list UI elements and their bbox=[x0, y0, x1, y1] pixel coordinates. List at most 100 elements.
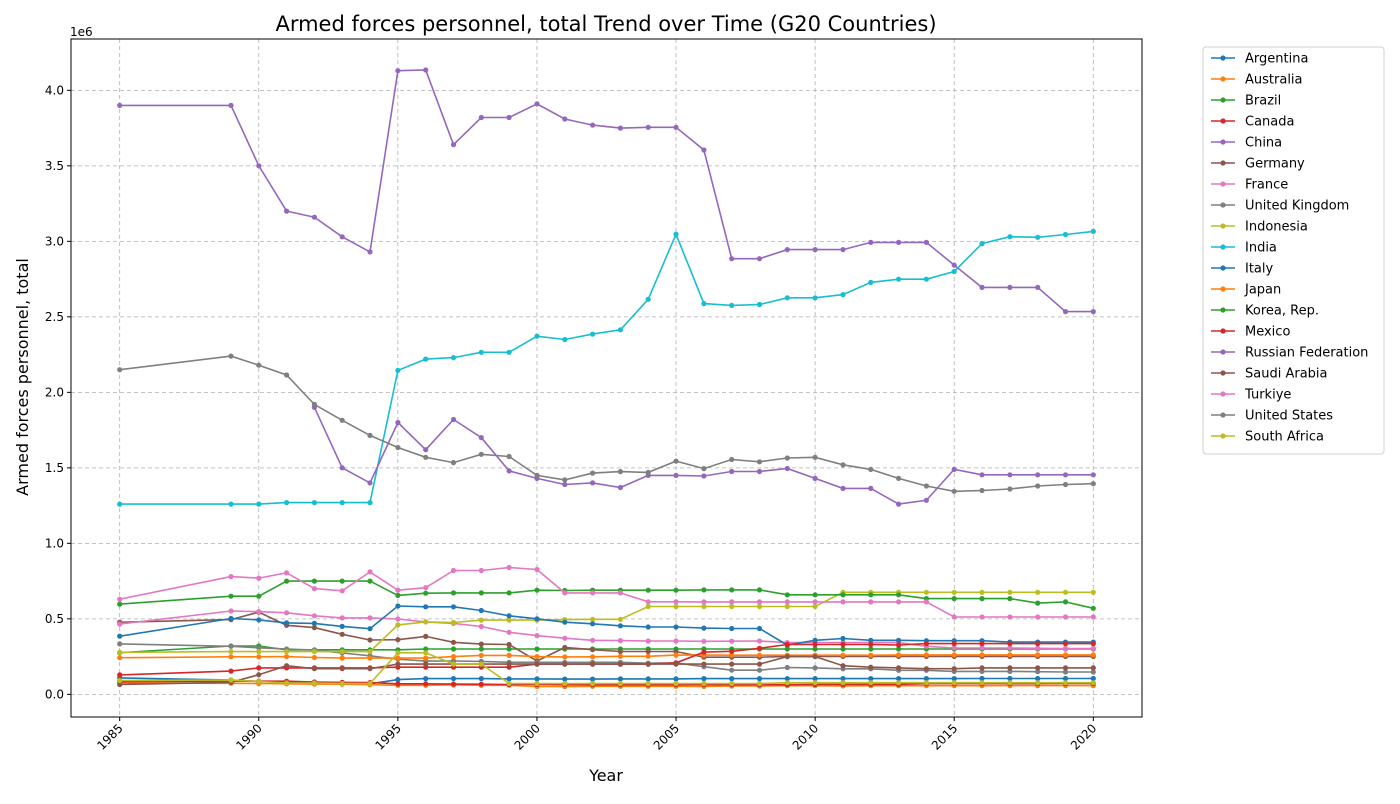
data-point bbox=[812, 680, 818, 686]
legend-swatch-marker bbox=[1220, 97, 1226, 103]
data-point bbox=[1090, 481, 1096, 487]
data-point bbox=[840, 641, 846, 648]
data-point bbox=[256, 654, 262, 660]
data-point bbox=[395, 622, 401, 628]
data-point bbox=[423, 646, 429, 652]
data-point bbox=[506, 613, 512, 619]
data-point bbox=[896, 642, 902, 648]
data-point bbox=[701, 599, 707, 605]
legend-label: Russian Federation bbox=[1245, 346, 1368, 361]
legend: Argentina Australia Brazil Canada China Germa… bbox=[1202, 46, 1385, 455]
legend-label: Saudi Arabia bbox=[1245, 367, 1328, 382]
data-point bbox=[701, 603, 707, 610]
data-point bbox=[756, 625, 763, 632]
data-point bbox=[617, 661, 624, 667]
data-point bbox=[506, 468, 512, 474]
legend-swatch-marker bbox=[1220, 370, 1226, 376]
data-point bbox=[784, 641, 790, 648]
data-point bbox=[478, 451, 484, 457]
data-point bbox=[534, 676, 540, 682]
data-point bbox=[423, 676, 429, 682]
data-point bbox=[812, 454, 818, 460]
data-point bbox=[395, 587, 401, 593]
data-point bbox=[756, 599, 763, 605]
data-point bbox=[868, 239, 874, 245]
data-point bbox=[395, 655, 401, 661]
legend-swatch-marker bbox=[1220, 118, 1226, 124]
data-point bbox=[117, 102, 123, 108]
data-point bbox=[673, 231, 679, 237]
legend-label: Mexico bbox=[1245, 325, 1290, 340]
data-point bbox=[506, 590, 512, 596]
data-point bbox=[117, 621, 123, 627]
data-point bbox=[784, 455, 790, 461]
data-point bbox=[450, 604, 457, 610]
legend-swatch-marker bbox=[1220, 181, 1226, 187]
data-point bbox=[367, 615, 373, 621]
data-point bbox=[923, 589, 930, 595]
data-point bbox=[450, 590, 457, 596]
data-point bbox=[1062, 599, 1069, 605]
data-point bbox=[1090, 472, 1096, 478]
legend-item: Argentina bbox=[1211, 52, 1308, 67]
legend-item: Mexico bbox=[1211, 325, 1290, 340]
data-point bbox=[951, 614, 957, 620]
legend-label: Japan bbox=[1244, 283, 1281, 298]
data-point bbox=[450, 676, 457, 682]
data-point bbox=[784, 465, 790, 472]
data-point bbox=[1090, 646, 1096, 652]
legend-item: Japan bbox=[1211, 283, 1281, 298]
data-point bbox=[923, 599, 930, 605]
data-point bbox=[1090, 675, 1096, 682]
legend-swatch-marker bbox=[1220, 160, 1226, 166]
data-point bbox=[1035, 589, 1041, 595]
data-point bbox=[1035, 614, 1041, 620]
data-point bbox=[701, 625, 707, 631]
data-point bbox=[701, 587, 707, 593]
data-point bbox=[562, 644, 568, 651]
data-point bbox=[729, 599, 735, 605]
data-point bbox=[590, 661, 596, 667]
data-point bbox=[562, 635, 568, 641]
data-point bbox=[339, 623, 345, 630]
data-point bbox=[812, 646, 818, 652]
data-point bbox=[1035, 284, 1041, 290]
data-point bbox=[478, 646, 484, 652]
data-point bbox=[339, 234, 345, 240]
data-point bbox=[395, 681, 401, 687]
data-point bbox=[1035, 472, 1041, 478]
legend-swatch-marker bbox=[1220, 244, 1226, 250]
data-point bbox=[868, 592, 874, 598]
data-point bbox=[117, 367, 123, 373]
data-point bbox=[117, 601, 123, 607]
grid-layer bbox=[71, 39, 1142, 717]
data-point bbox=[339, 500, 345, 506]
data-point bbox=[534, 587, 540, 593]
data-point bbox=[395, 677, 401, 683]
data-point bbox=[228, 608, 234, 614]
data-point bbox=[1035, 665, 1041, 671]
data-point bbox=[478, 435, 484, 441]
data-point bbox=[395, 419, 401, 426]
data-point bbox=[1007, 652, 1013, 658]
data-point bbox=[506, 680, 512, 687]
series-south-africa bbox=[117, 650, 1096, 687]
data-point bbox=[645, 680, 651, 687]
data-point bbox=[645, 661, 651, 667]
data-point bbox=[923, 676, 930, 682]
data-point bbox=[339, 649, 345, 655]
data-point bbox=[645, 648, 651, 655]
series-united-states bbox=[117, 353, 1096, 494]
data-point bbox=[729, 667, 735, 673]
data-point bbox=[756, 667, 763, 673]
data-point bbox=[701, 466, 707, 472]
data-point bbox=[367, 249, 373, 255]
data-point bbox=[1035, 234, 1041, 240]
data-point bbox=[896, 676, 902, 682]
legend-item: Saudi Arabia bbox=[1211, 367, 1328, 382]
legend-label: Indonesia bbox=[1245, 220, 1308, 235]
data-point bbox=[784, 664, 790, 671]
legend-item: Germany bbox=[1211, 157, 1305, 172]
data-point bbox=[729, 638, 735, 644]
series-china bbox=[117, 67, 1096, 315]
